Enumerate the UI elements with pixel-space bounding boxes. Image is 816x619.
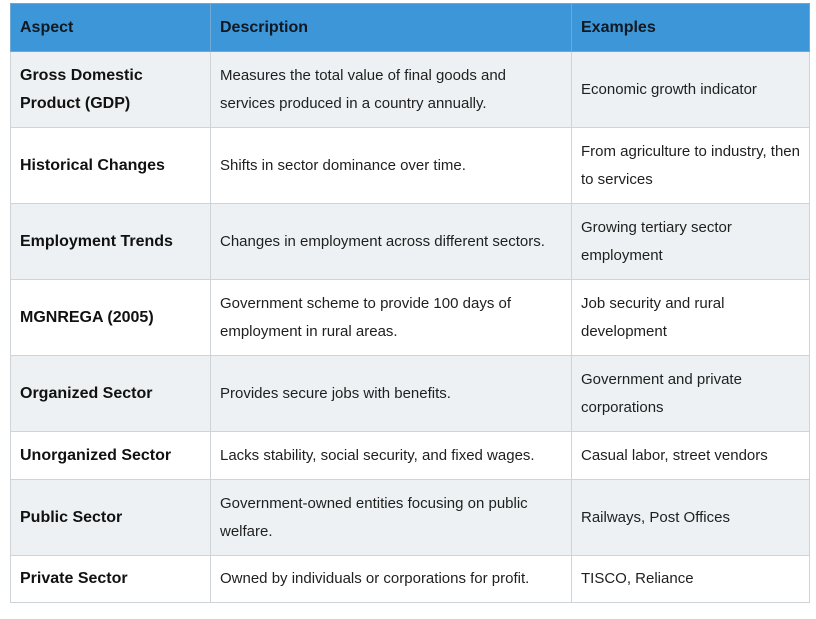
cell-description: Government-owned entities focusing on pu… [210, 479, 572, 556]
table-row: Gross Domestic Product (GDP) Measures th… [10, 51, 810, 128]
cell-description: Measures the total value of final goods … [210, 51, 572, 128]
cell-aspect: MGNREGA (2005) [10, 279, 211, 356]
table-body: Gross Domestic Product (GDP) Measures th… [10, 51, 810, 603]
cell-examples: Government and private corporations [571, 355, 810, 432]
cell-examples: Casual labor, street vendors [571, 431, 810, 480]
cell-examples: Growing tertiary sector employment [571, 203, 810, 280]
table-row: Unorganized Sector Lacks stability, soci… [10, 431, 810, 480]
cell-examples: Railways, Post Offices [571, 479, 810, 556]
cell-examples: Economic growth indicator [571, 51, 810, 128]
cell-aspect: Public Sector [10, 479, 211, 556]
header-description: Description [210, 3, 572, 52]
cell-description: Shifts in sector dominance over time. [210, 127, 572, 204]
cell-description: Provides secure jobs with benefits. [210, 355, 572, 432]
cell-examples: TISCO, Reliance [571, 555, 810, 603]
economic-sectors-table: Aspect Description Examples Gross Domest… [10, 3, 810, 603]
cell-description: Lacks stability, social security, and fi… [210, 431, 572, 480]
cell-aspect: Gross Domestic Product (GDP) [10, 51, 211, 128]
header-row: Aspect Description Examples [10, 3, 810, 52]
cell-aspect: Unorganized Sector [10, 431, 211, 480]
table-row: Historical Changes Shifts in sector domi… [10, 127, 810, 204]
cell-aspect: Employment Trends [10, 203, 211, 280]
table-row: Private Sector Owned by individuals or c… [10, 555, 810, 603]
cell-aspect: Organized Sector [10, 355, 211, 432]
cell-description: Changes in employment across different s… [210, 203, 572, 280]
cell-description: Government scheme to provide 100 days of… [210, 279, 572, 356]
cell-aspect: Private Sector [10, 555, 211, 603]
cell-examples: From agriculture to industry, then to se… [571, 127, 810, 204]
table-row: Organized Sector Provides secure jobs wi… [10, 355, 810, 432]
cell-aspect: Historical Changes [10, 127, 211, 204]
table-header: Aspect Description Examples [10, 3, 810, 52]
cell-description: Owned by individuals or corporations for… [210, 555, 572, 603]
table-row: Employment Trends Changes in employment … [10, 203, 810, 280]
header-aspect: Aspect [10, 3, 211, 52]
header-examples: Examples [571, 3, 810, 52]
table-row: MGNREGA (2005) Government scheme to prov… [10, 279, 810, 356]
cell-examples: Job security and rural development [571, 279, 810, 356]
table-row: Public Sector Government-owned entities … [10, 479, 810, 556]
